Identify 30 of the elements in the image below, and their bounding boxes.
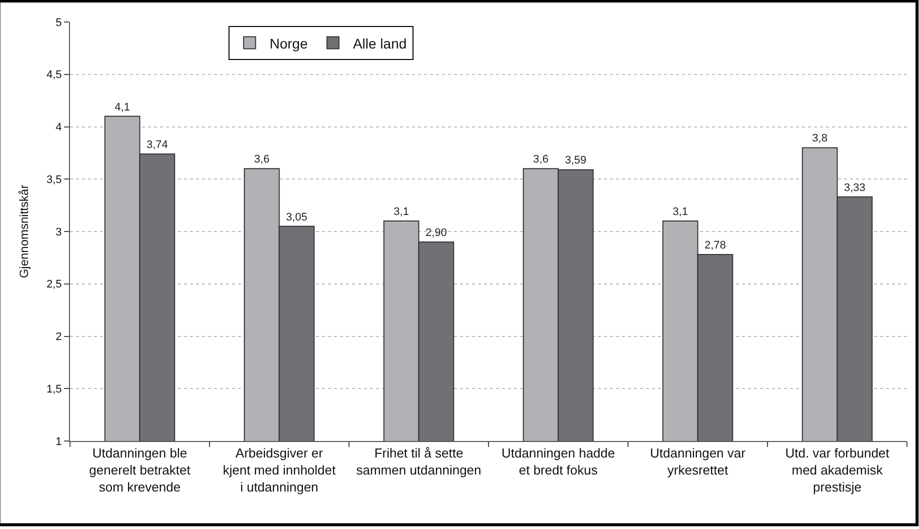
x-tick-label: Utdanningen var yrkesrettet (650, 446, 746, 478)
legend-label: Norge (270, 35, 308, 52)
legend-label: Alle land (352, 35, 407, 52)
data-label: 2,90 (425, 226, 447, 239)
y-tick-label: 2,5 (46, 278, 62, 291)
x-tick-label: Frihet til å sette sammen utdanningen (356, 446, 482, 478)
x-tick-label: Utdanningen hadde et bredt fokus (502, 446, 615, 478)
y-tick-label: 3,5 (46, 174, 62, 186)
y-tick-label: 5 (56, 16, 62, 29)
x-tick-label: Utd. var forbundet med akademisk prestisje (785, 446, 890, 494)
data-label: 4,1 (114, 101, 130, 114)
y-axis-title: Gjennomsnittskår (16, 184, 31, 278)
data-label: 3,1 (672, 206, 688, 218)
y-tick-label: 2 (56, 331, 62, 344)
data-label: 3,05 (286, 211, 308, 224)
y-tick-label: 4 (56, 122, 62, 134)
data-label: 3,1 (394, 206, 409, 218)
data-label: 3,59 (564, 154, 586, 167)
data-label: 3,74 (146, 138, 168, 151)
data-label: 3,6 (533, 154, 548, 166)
data-label: 3,8 (812, 132, 828, 145)
x-tick-label: Utdanningen ble generelt betraktet som krevende (89, 446, 191, 494)
y-tick-label: 4,5 (46, 69, 62, 82)
y-tick-label: 1 (56, 436, 62, 448)
data-label: 3,6 (254, 154, 270, 166)
data-label: 3,33 (844, 182, 866, 194)
x-tick-label: Arbeidsgiver er kjent med innholdet i utdanningen (222, 446, 336, 494)
data-label: 2,78 (704, 240, 726, 252)
y-tick-label: 1,5 (46, 383, 62, 396)
y-tick-label: 3 (56, 226, 62, 238)
